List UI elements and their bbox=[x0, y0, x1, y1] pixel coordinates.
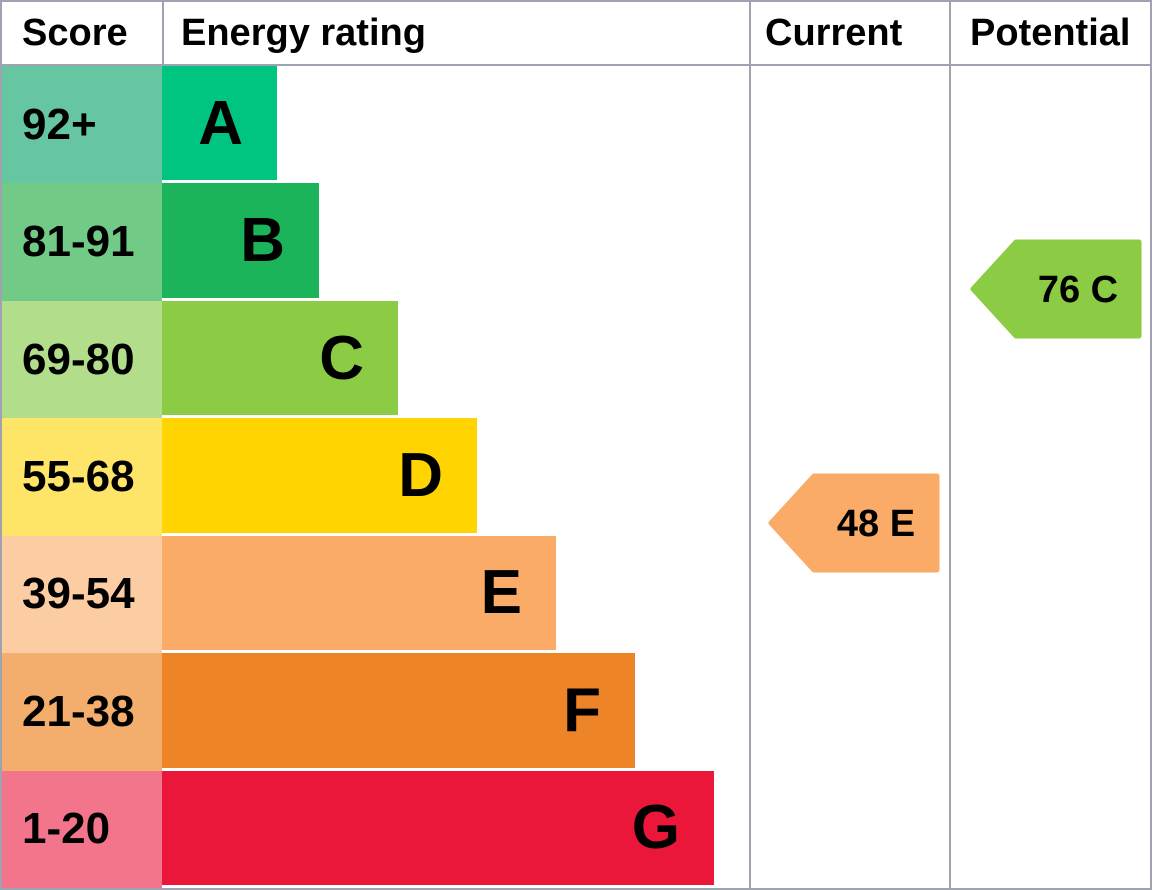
band-row-b: 81-91 B bbox=[2, 183, 1150, 301]
header-score: Score bbox=[22, 11, 128, 54]
header-potential: Potential bbox=[970, 11, 1131, 54]
band-row-e: 39-54 E bbox=[2, 535, 1150, 654]
band-bar-g: G bbox=[162, 770, 714, 885]
score-range-a: 92+ bbox=[2, 66, 162, 184]
score-range-g: 1-20 bbox=[2, 770, 162, 888]
band-row-c: 69-80 C bbox=[2, 300, 1150, 419]
band-bar-a: A bbox=[162, 66, 277, 181]
band-bar-f: F bbox=[162, 653, 635, 768]
potential-rating-label: 76 C bbox=[1038, 269, 1118, 311]
current-rating-label: 48 E bbox=[837, 503, 915, 545]
band-bar-e: E bbox=[162, 535, 556, 651]
current-arrow-shape bbox=[768, 473, 940, 573]
band-bar-b: B bbox=[162, 183, 319, 298]
band-row-g: 1-20 G bbox=[2, 770, 1150, 888]
score-range-e: 39-54 bbox=[2, 535, 162, 654]
current-rating-arrow: 48 E bbox=[768, 473, 940, 573]
score-range-f: 21-38 bbox=[2, 653, 162, 771]
score-range-c: 69-80 bbox=[2, 300, 162, 419]
potential-rating-arrow: 76 C bbox=[970, 239, 1142, 339]
potential-column-divider bbox=[949, 2, 951, 888]
potential-arrow-shape bbox=[970, 239, 1142, 339]
band-row-a: 92+ A bbox=[2, 66, 1150, 184]
current-column-divider bbox=[749, 2, 751, 888]
band-row-f: 21-38 F bbox=[2, 653, 1150, 771]
score-range-d: 55-68 bbox=[2, 418, 162, 536]
band-bar-d: D bbox=[162, 418, 477, 533]
score-range-b: 81-91 bbox=[2, 183, 162, 301]
rating-bands: 92+ A 81-91 B 69-80 C 55-68 D 39-54 E 21… bbox=[2, 66, 1150, 888]
header-current: Current bbox=[765, 11, 903, 54]
score-column-divider bbox=[162, 2, 164, 64]
band-bar-c: C bbox=[162, 300, 398, 416]
chart-header: Score Energy rating Current Potential bbox=[2, 2, 1150, 66]
header-energy-rating: Energy rating bbox=[181, 11, 426, 54]
band-row-d: 55-68 D bbox=[2, 418, 1150, 536]
